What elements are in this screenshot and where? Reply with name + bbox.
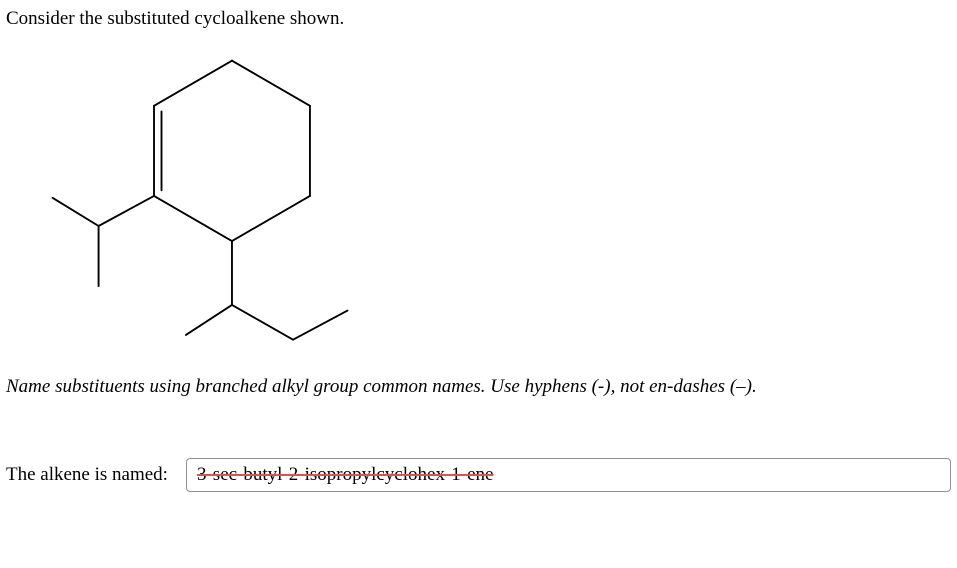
answer-row: The alkene is named: 3-sec-butyl-2-isopr… [6,458,951,492]
question-text: Consider the substituted cycloalkene sho… [6,8,951,30]
answer-value-incorrect: 3-sec-butyl-2-isopropylcyclohex-1-ene [197,464,494,486]
answer-label: The alkene is named: [6,464,168,486]
instruction-text: Name substituents using branched alkyl g… [6,376,951,398]
molecule-structure [46,40,951,356]
answer-input[interactable]: 3-sec-butyl-2-isopropylcyclohex-1-ene [186,458,951,492]
